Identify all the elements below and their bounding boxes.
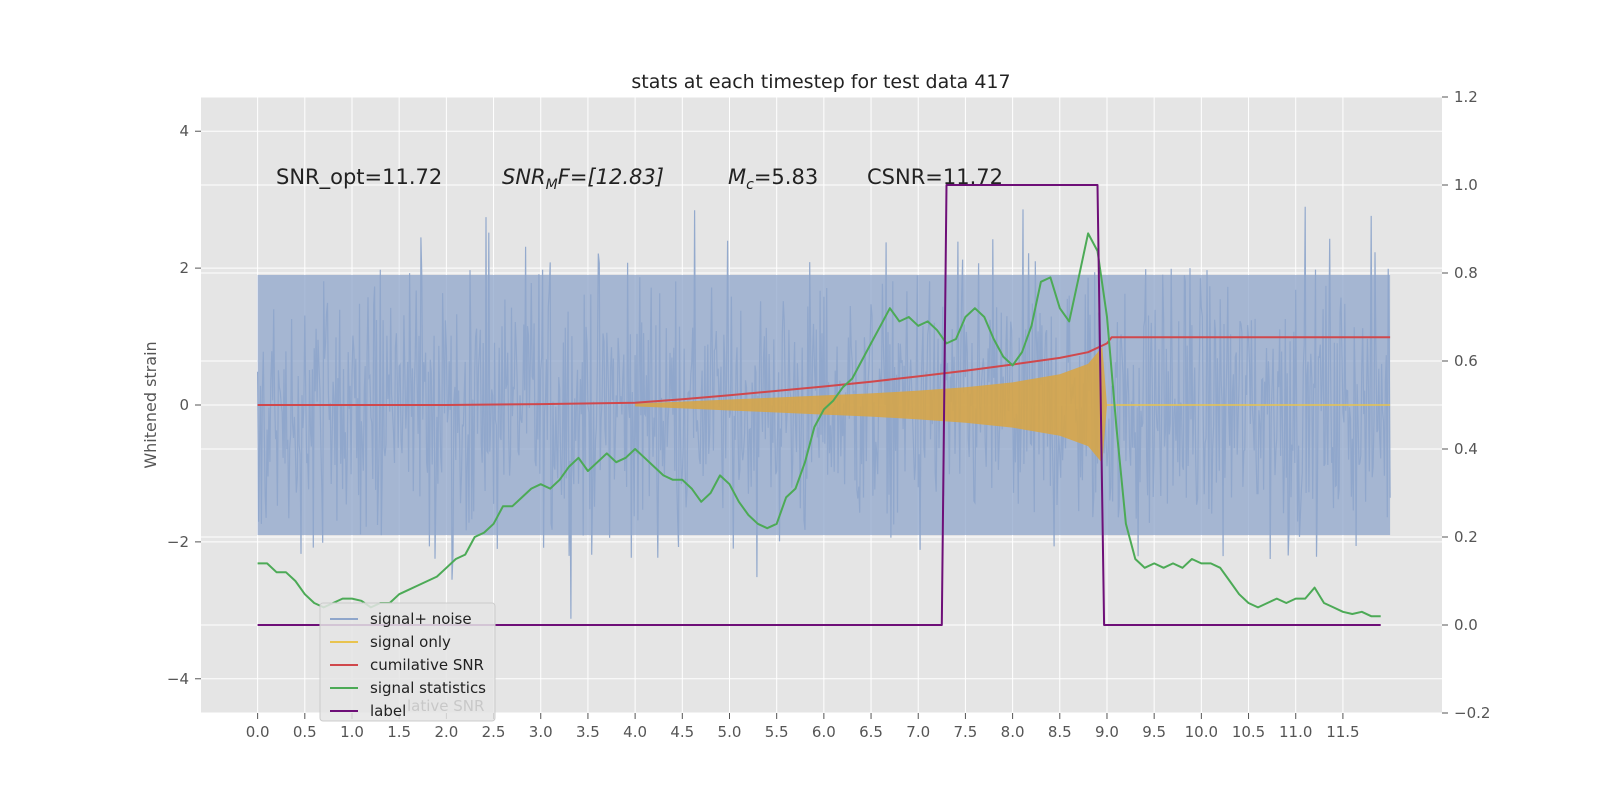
x-tick-label: 10.0 <box>1185 723 1218 741</box>
x-tick-label: 1.0 <box>340 723 364 741</box>
y-axis-left: 4 2 0 −2 −4 <box>167 122 201 688</box>
x-tick-label: 3.5 <box>576 723 600 741</box>
legend: lative SNR signal+ noise signal only cumil… <box>319 602 496 722</box>
y-tick-label: 4 <box>179 122 189 140</box>
y-tick-label: −2 <box>167 533 189 551</box>
legend-label: cumilative SNR <box>370 656 484 674</box>
line-label <box>257 184 1381 626</box>
x-tick-label: 8.5 <box>1048 723 1072 741</box>
legend-label: signal statistics <box>370 679 486 697</box>
x-tick-label: 4.0 <box>623 723 647 741</box>
annotation-snr-mf: SNRMF=[12.83] <box>502 165 664 193</box>
signal-only-area <box>635 346 1391 464</box>
x-tick-label: 0.5 <box>293 723 317 741</box>
series-signal-only <box>635 346 1391 464</box>
annotation-csnr: CSNR=11.72 <box>867 165 1003 189</box>
x-tick-label: 7.0 <box>906 723 930 741</box>
y2-tick-label: 0.6 <box>1454 352 1478 370</box>
legend-box <box>319 602 496 722</box>
y2-tick-label: 0.4 <box>1454 440 1478 458</box>
y2-tick-label: 0.0 <box>1454 616 1478 634</box>
legend-label: signal+ noise <box>370 610 472 628</box>
x-axis: 0.0 0.5 1.0 1.5 2.0 2.5 3.0 3.5 4.0 4.5 5.0 5.5 6.0 6… <box>246 713 1360 741</box>
legend-label: signal only <box>370 633 451 651</box>
chart-title: stats at each timestep for test data 417 <box>631 71 1010 93</box>
y-axis-right: 1.2 1.0 0.8 0.6 0.4 0.2 0.0 −0.2 <box>1442 88 1490 722</box>
y-tick-label: −4 <box>167 670 189 688</box>
x-tick-label: 11.0 <box>1279 723 1312 741</box>
x-tick-label: 9.5 <box>1142 723 1166 741</box>
y-axis-title: Whitened strain <box>141 341 160 468</box>
x-tick-label: 2.5 <box>482 723 506 741</box>
x-tick-label: 0.0 <box>246 723 270 741</box>
x-tick-label: 2.0 <box>434 723 458 741</box>
x-tick-label: 10.5 <box>1232 723 1265 741</box>
annotation-mc: Mc=5.83 <box>728 165 818 193</box>
legend-overlap-text: lative SNR <box>407 697 484 715</box>
line-signal-statistics <box>257 232 1381 618</box>
x-tick-label: 6.5 <box>859 723 883 741</box>
y2-tick-label: 1.0 <box>1454 176 1478 194</box>
x-tick-label: 8.0 <box>1001 723 1025 741</box>
x-tick-label: 1.5 <box>387 723 411 741</box>
x-tick-label: 3.0 <box>529 723 553 741</box>
y2-tick-label: 0.2 <box>1454 528 1478 546</box>
annotation-snr-opt: SNR_opt=11.72 <box>276 165 442 190</box>
y2-tick-label: 1.2 <box>1454 88 1478 106</box>
x-tick-label: 6.0 <box>812 723 836 741</box>
x-tick-label: 9.0 <box>1095 723 1119 741</box>
y-tick-label: 0 <box>179 396 189 414</box>
series-lines <box>257 184 1391 626</box>
legend-label: label <box>370 702 406 720</box>
x-tick-label: 11.5 <box>1326 723 1359 741</box>
x-tick-label: 5.0 <box>718 723 742 741</box>
y2-tick-label: −0.2 <box>1454 704 1490 722</box>
y-tick-label: 2 <box>179 259 189 277</box>
x-tick-label: 7.5 <box>953 723 977 741</box>
x-tick-label: 4.5 <box>670 723 694 741</box>
x-tick-label: 5.5 <box>765 723 789 741</box>
y2-tick-label: 0.8 <box>1454 264 1478 282</box>
